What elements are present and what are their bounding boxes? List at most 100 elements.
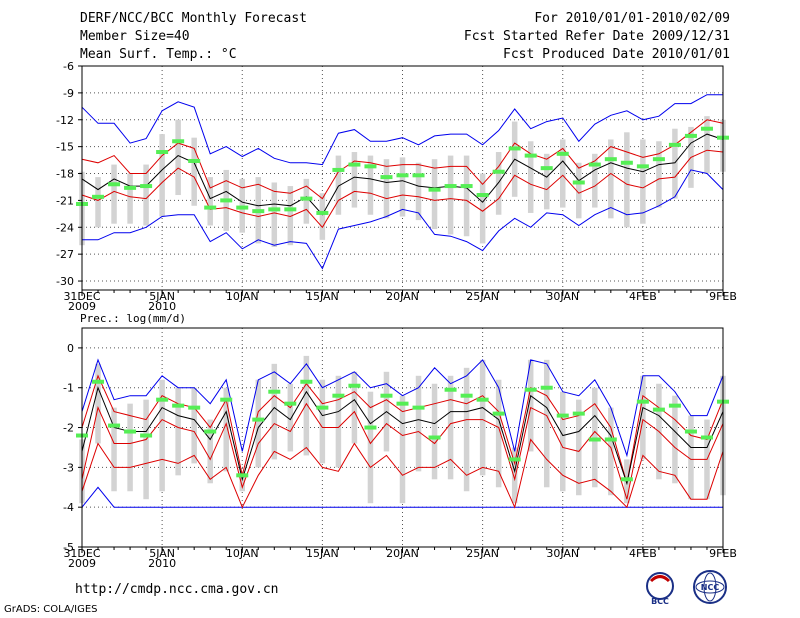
spread-box bbox=[415, 162, 422, 221]
x-tick-label: 9FEB bbox=[709, 547, 737, 560]
series-lower-line bbox=[81, 149, 724, 229]
x-tick-label: 30JAN bbox=[546, 547, 579, 560]
obs-marker bbox=[252, 417, 265, 422]
obs-marker bbox=[172, 403, 185, 408]
y-tick-label: -5 bbox=[63, 541, 74, 554]
x-tick-year: 2009 bbox=[68, 300, 96, 313]
spread-box bbox=[335, 155, 342, 215]
obs-marker bbox=[588, 437, 601, 442]
spread-box bbox=[447, 375, 454, 480]
spread-box bbox=[688, 415, 694, 500]
spread-box bbox=[479, 173, 486, 244]
obs-marker bbox=[556, 413, 569, 418]
spread-box bbox=[399, 395, 406, 504]
obs-marker bbox=[524, 153, 537, 158]
spread-box bbox=[624, 132, 630, 228]
start-date: Fcst Started Refer Date 2009/12/31 bbox=[463, 29, 730, 44]
member-size: Member Size=40 bbox=[80, 29, 190, 44]
spread-box bbox=[159, 134, 165, 217]
obs-marker bbox=[188, 158, 201, 163]
spread-box bbox=[543, 359, 550, 488]
series-upper-line bbox=[81, 119, 724, 200]
spread-box bbox=[415, 375, 422, 472]
obs-marker bbox=[252, 209, 265, 214]
ncc-logo: NCC bbox=[693, 570, 727, 604]
spread-box bbox=[656, 141, 662, 208]
y-tick-label: -15 bbox=[56, 141, 74, 154]
obs-marker bbox=[668, 142, 681, 147]
obs-marker bbox=[92, 379, 105, 384]
obs-marker bbox=[460, 393, 473, 398]
spread-box bbox=[576, 399, 582, 496]
obs-marker bbox=[492, 411, 505, 416]
obs-marker bbox=[316, 405, 329, 410]
obs-marker bbox=[588, 162, 601, 167]
spread-box bbox=[640, 139, 646, 224]
spread-box bbox=[463, 155, 470, 237]
y-tick-label: -2 bbox=[63, 422, 74, 435]
obs-marker bbox=[572, 411, 585, 416]
spread-box bbox=[271, 182, 278, 247]
spread-box bbox=[239, 471, 245, 492]
spread-box bbox=[608, 407, 614, 496]
obs-marker bbox=[700, 126, 713, 131]
series-min-line bbox=[81, 486, 723, 508]
series-min-line bbox=[82, 169, 724, 270]
x-tick-label: 15JAN bbox=[306, 290, 339, 303]
spread-box bbox=[127, 403, 133, 492]
obs-marker bbox=[428, 187, 441, 192]
x-tick-label: 10JAN bbox=[226, 547, 259, 560]
website-url[interactable]: http://cmdp.ncc.cma.gov.cn bbox=[75, 582, 279, 597]
obs-marker bbox=[140, 433, 153, 438]
obs-marker bbox=[316, 210, 329, 215]
obs-marker bbox=[444, 184, 457, 189]
panel-1: -6-9-12-15-18-21-24-27-3031DEC20095JAN20… bbox=[56, 60, 737, 313]
x-tick-label: 20JAN bbox=[386, 547, 419, 560]
obs-marker bbox=[92, 194, 105, 199]
spread-box bbox=[143, 399, 149, 500]
spread-box bbox=[207, 177, 213, 226]
series-lower2-line bbox=[81, 438, 724, 509]
obs-marker bbox=[284, 207, 297, 212]
spread-box bbox=[143, 164, 149, 226]
y-tick-label: -6 bbox=[63, 60, 74, 73]
obs-marker bbox=[412, 405, 425, 410]
spread-box bbox=[672, 128, 678, 199]
x-tick-label: 9FEB bbox=[709, 290, 737, 303]
spread-box bbox=[511, 447, 518, 504]
y-tick-label: -18 bbox=[56, 168, 74, 181]
spread-box bbox=[704, 116, 710, 174]
spread-box bbox=[560, 391, 566, 492]
x-tick-label: 4FEB bbox=[629, 290, 657, 303]
spread-box bbox=[319, 379, 326, 464]
spread-box bbox=[527, 359, 534, 452]
obs-marker bbox=[620, 160, 633, 165]
obs-marker bbox=[220, 397, 233, 402]
obs-marker bbox=[636, 399, 649, 404]
forecast-period: For 2010/01/01-2010/02/09 bbox=[534, 11, 730, 26]
spread-box bbox=[608, 139, 614, 219]
obs-marker bbox=[412, 173, 425, 178]
obs-marker bbox=[284, 401, 297, 406]
obs-marker bbox=[108, 182, 121, 187]
spread-box bbox=[592, 153, 598, 208]
obs-marker bbox=[188, 405, 201, 410]
spread-box bbox=[287, 383, 294, 452]
x-tick-label: 15JAN bbox=[306, 547, 339, 560]
obs-marker bbox=[140, 184, 153, 189]
obs-marker bbox=[684, 133, 697, 138]
spread-box bbox=[287, 186, 294, 246]
obs-marker bbox=[604, 437, 617, 442]
spread-box bbox=[351, 371, 358, 444]
spread-box bbox=[367, 155, 374, 215]
obs-marker bbox=[396, 173, 409, 178]
spread-box bbox=[495, 152, 502, 215]
obs-marker bbox=[652, 407, 665, 412]
obs-marker bbox=[156, 397, 169, 402]
spread-box bbox=[255, 379, 262, 468]
spread-box bbox=[351, 152, 358, 208]
y-tick-label: -24 bbox=[56, 221, 74, 234]
spread-box bbox=[447, 155, 454, 235]
